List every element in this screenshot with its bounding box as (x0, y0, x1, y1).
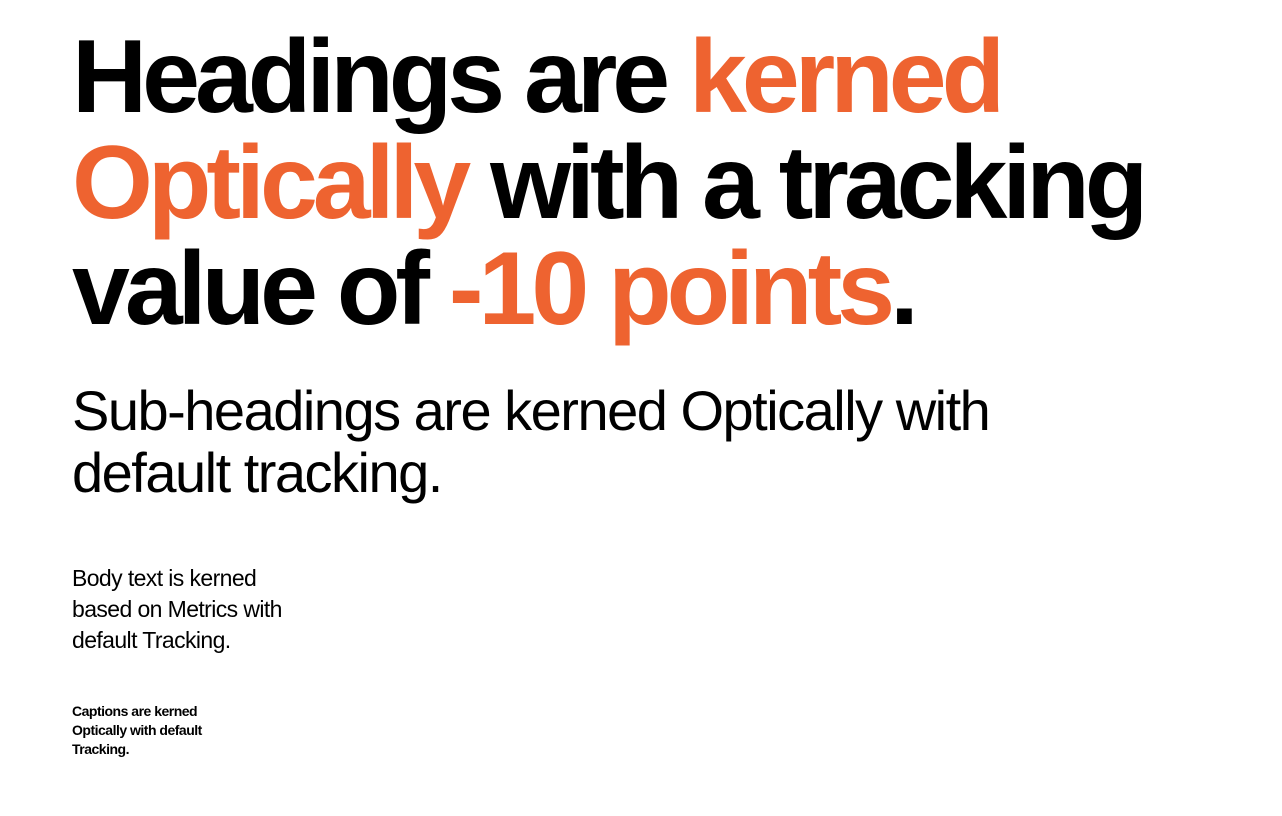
heading-line-1: Headings are kerned (72, 24, 1262, 130)
heading-highlight: kerned (689, 19, 1005, 135)
subheading-line-2: default tracking. (72, 441, 443, 504)
body-text-sample: Body text is kerned based on Metrics wit… (72, 563, 372, 656)
subheading-sample: Sub-headings are kerned Optically with d… (72, 380, 1222, 504)
heading-text: with a tracking (466, 125, 1148, 241)
body-line-2: based on Metrics with (72, 596, 282, 622)
heading-sample: Headings are kerned Optically with a tra… (72, 24, 1262, 342)
heading-highlight: Optically (72, 125, 471, 241)
caption-line-3: Tracking. (72, 741, 129, 757)
heading-highlight: -10 points (448, 231, 895, 347)
heading-text: value of (72, 231, 449, 347)
heading-line-2: Optically with a tracking (72, 130, 1262, 236)
heading-text: Headings are (72, 19, 690, 135)
body-line-1: Body text is kerned (72, 565, 257, 591)
subheading-line-1: Sub-headings are kerned Optically with (72, 379, 991, 442)
caption-line-1: Captions are kerned (72, 703, 198, 719)
heading-text: . (890, 231, 919, 347)
heading-line-3: value of -10 points. (72, 236, 1262, 342)
body-line-3: default Tracking. (72, 627, 231, 653)
caption-line-2: Optically with default (72, 722, 202, 738)
caption-sample: Captions are kerned Optically with defau… (72, 702, 272, 759)
